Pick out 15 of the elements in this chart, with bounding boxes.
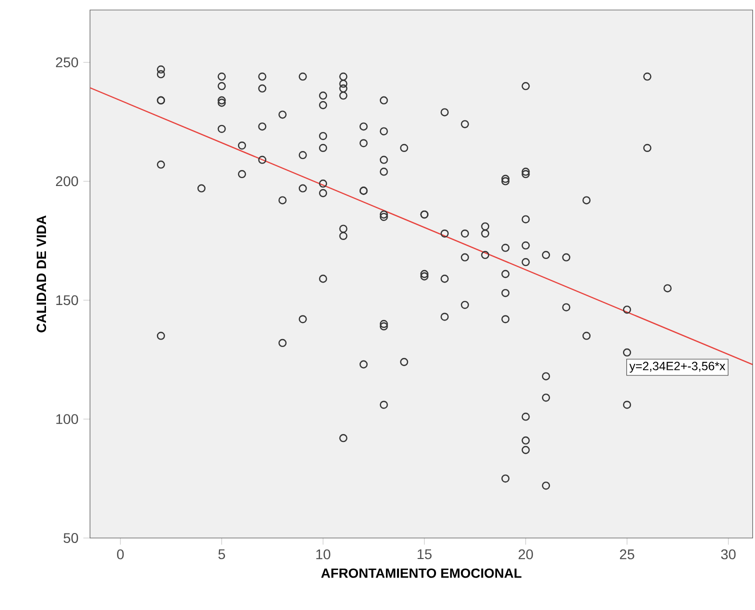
y-tick-label: 200 (56, 176, 78, 186)
y-axis-title: CALIDAD DE VIDA (36, 215, 46, 332)
y-tick-label: 100 (56, 414, 78, 424)
x-tick-label: 25 (620, 549, 634, 560)
x-axis-title: AFRONTAMIENTO EMOCIONAL (321, 568, 522, 578)
x-tick-label: 15 (418, 549, 432, 560)
y-tick-label: 50 (64, 533, 78, 543)
x-tick-label: 20 (518, 549, 533, 560)
y-tick-label: 250 (56, 57, 78, 68)
y-tick-label: 150 (56, 295, 78, 306)
x-tick-label: 30 (721, 549, 736, 560)
x-tick-label: 10 (316, 549, 330, 560)
x-tick-label: 0 (117, 549, 124, 560)
x-tick-label: 5 (218, 549, 226, 560)
annotation: y=2,34E2+-3,56*x (629, 362, 726, 373)
